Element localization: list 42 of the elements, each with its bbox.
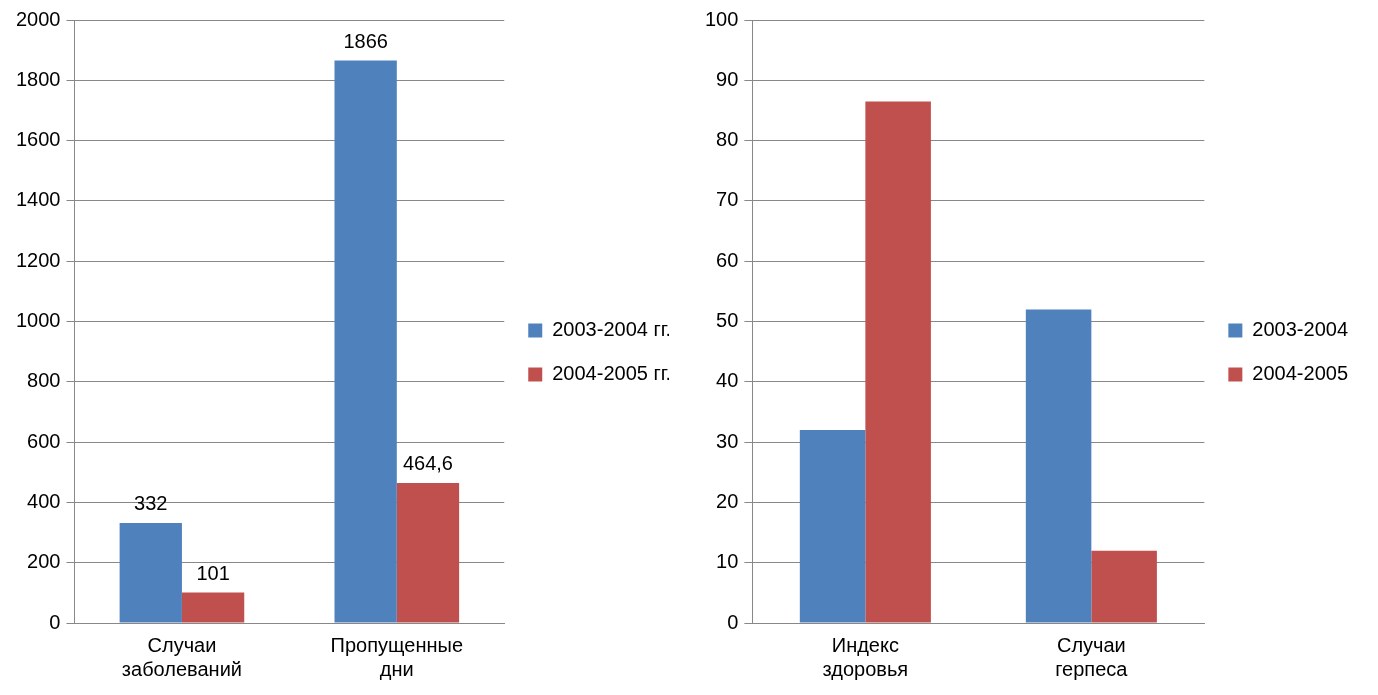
legend-label: 2004-2005: [1252, 362, 1349, 385]
y-tick-label: 40: [716, 369, 739, 392]
bar: [1025, 309, 1092, 623]
y-tick-label: 1000: [15, 309, 61, 332]
y-tick-label: 0: [727, 610, 739, 633]
y-tick-label: 0: [49, 610, 61, 633]
y-tick-label: 30: [716, 429, 739, 452]
y-tick-label: 1400: [15, 188, 61, 211]
y-tick-label: 2000: [15, 7, 61, 30]
y-tick-label: 1200: [15, 248, 61, 271]
bar: [1091, 550, 1157, 623]
bar: [119, 522, 182, 623]
y-tick-label: 400: [27, 489, 61, 512]
legend-label: 2004-2005 гг.: [552, 362, 672, 385]
y-tick-label: 60: [716, 248, 739, 271]
x-tick-label: Случаи заболеваний: [121, 633, 242, 680]
legend-label: 2003-2004 гг.: [552, 318, 672, 341]
y-tick-label: 70: [716, 188, 739, 211]
data-label: 101: [196, 562, 230, 585]
y-tick-label: 800: [27, 369, 61, 392]
y-tick-label: 10: [716, 550, 739, 573]
x-tick-label: Случаи герпеса: [1055, 633, 1129, 680]
x-tick-label: Индекс здоровья: [822, 633, 909, 680]
bar: [396, 482, 460, 623]
y-tick-label: 1600: [15, 128, 61, 151]
y-tick-label: 600: [27, 429, 61, 452]
y-tick-label: 200: [27, 550, 61, 573]
y-tick-label: 100: [704, 7, 739, 30]
data-label: 332: [134, 492, 168, 515]
y-tick-label: 90: [716, 67, 739, 90]
y-tick-label: 20: [716, 489, 739, 512]
bar: [181, 592, 245, 623]
data-label: 1866: [343, 29, 388, 52]
data-label: 464,6: [402, 452, 453, 475]
legend-label: 2003-2004: [1252, 318, 1349, 341]
y-tick-label: 80: [716, 128, 739, 151]
y-tick-label: 50: [716, 309, 739, 332]
bar: [334, 60, 397, 623]
bar: [799, 430, 866, 623]
y-tick-label: 1800: [15, 67, 61, 90]
x-tick-label: Пропущенные дни: [330, 633, 464, 680]
bar: [865, 101, 931, 623]
